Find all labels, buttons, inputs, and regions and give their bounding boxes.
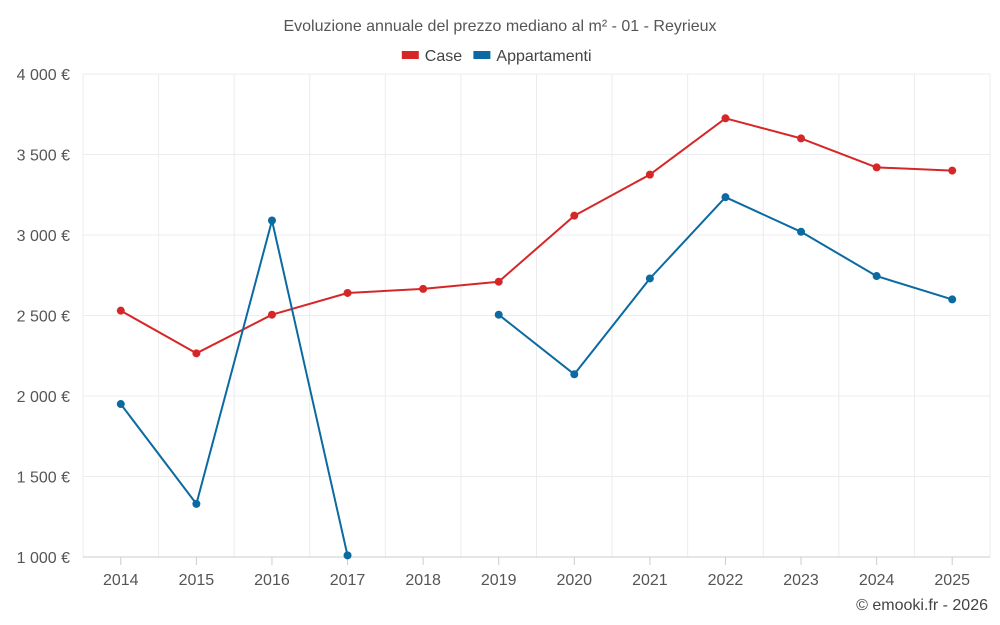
legend-label-appartamenti: Appartamenti <box>496 48 591 65</box>
legend: Case Appartamenti <box>401 48 592 65</box>
y-tick-label: 3 000 € <box>17 228 70 245</box>
legend-swatch-appartamenti <box>473 51 491 59</box>
x-tick-label: 2019 <box>481 572 517 589</box>
data-point-case-2021[interactable] <box>645 170 654 179</box>
data-point-appartamenti-2015[interactable] <box>192 499 201 508</box>
series-appartamenti <box>116 193 957 560</box>
legend-item-case[interactable]: Case <box>401 48 462 65</box>
chart-title: Evoluzione annuale del prezzo mediano al… <box>283 18 716 35</box>
y-tick-label: 4 000 € <box>17 67 70 84</box>
data-point-case-2023[interactable] <box>797 134 806 143</box>
data-point-case-2024[interactable] <box>872 163 881 172</box>
credit-text: © emooki.fr - 2026 <box>856 597 988 614</box>
x-tick-label: 2023 <box>783 572 819 589</box>
x-tick-label: 2020 <box>556 572 592 589</box>
data-point-appartamenti-2014[interactable] <box>116 400 125 409</box>
x-tick-label: 2015 <box>179 572 215 589</box>
y-tick-label: 1 500 € <box>17 470 70 487</box>
legend-label-case: Case <box>425 48 462 65</box>
data-point-appartamenti-2017[interactable] <box>343 551 352 560</box>
data-point-case-2022[interactable] <box>721 114 730 123</box>
y-tick-label: 2 000 € <box>17 389 70 406</box>
series-case <box>116 114 957 358</box>
data-point-appartamenti-2016[interactable] <box>267 216 276 225</box>
x-tick-label: 2022 <box>708 572 744 589</box>
y-tick-label: 1 000 € <box>17 550 70 567</box>
data-point-appartamenti-2024[interactable] <box>872 272 881 281</box>
x-tick-label: 2014 <box>103 572 139 589</box>
data-point-case-2016[interactable] <box>267 310 276 319</box>
grid <box>82 73 991 557</box>
x-tick-label: 2018 <box>405 572 441 589</box>
series-line-case <box>120 117 953 355</box>
data-point-case-2025[interactable] <box>948 166 957 175</box>
data-point-appartamenti-2021[interactable] <box>645 274 654 283</box>
data-point-case-2017[interactable] <box>343 288 352 297</box>
y-tick-label: 3 500 € <box>17 148 70 165</box>
data-point-case-2015[interactable] <box>192 349 201 358</box>
x-tick-label: 2024 <box>859 572 895 589</box>
series <box>116 114 957 560</box>
legend-item-appartamenti[interactable]: Appartamenti <box>473 48 592 65</box>
x-tick-label: 2016 <box>254 572 290 589</box>
data-point-appartamenti-2023[interactable] <box>797 227 806 236</box>
y-tick-label: 2 500 € <box>17 309 70 326</box>
data-point-appartamenti-2025[interactable] <box>948 295 957 304</box>
data-point-appartamenti-2022[interactable] <box>721 193 730 202</box>
x-tick-label: 2021 <box>632 572 668 589</box>
data-point-case-2014[interactable] <box>116 306 125 315</box>
data-point-case-2020[interactable] <box>570 211 579 220</box>
data-point-appartamenti-2019[interactable] <box>494 310 503 319</box>
data-point-case-2018[interactable] <box>419 284 428 293</box>
legend-swatch-case <box>401 51 419 59</box>
series-line-appartamenti <box>498 196 953 376</box>
data-point-case-2019[interactable] <box>494 277 503 286</box>
data-point-appartamenti-2020[interactable] <box>570 370 579 379</box>
axes: 1 000 € 1 500 € 2 000 € 2 500 € 3 000 € 3 500… <box>17 67 990 589</box>
series-line-appartamenti <box>120 219 349 556</box>
x-tick-label: 2025 <box>934 572 970 589</box>
x-tick-label: 2017 <box>330 572 366 589</box>
